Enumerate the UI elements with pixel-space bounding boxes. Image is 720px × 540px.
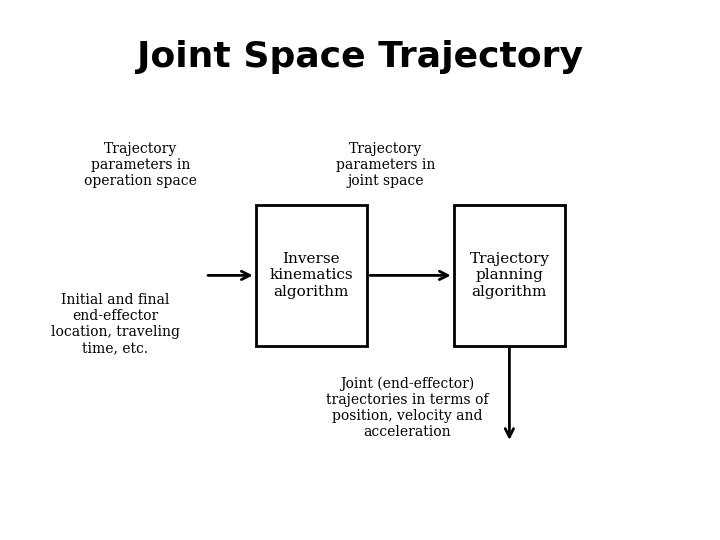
Text: Trajectory
parameters in
operation space: Trajectory parameters in operation space: [84, 141, 197, 188]
FancyBboxPatch shape: [256, 205, 367, 346]
Text: Inverse
kinematics
algorithm: Inverse kinematics algorithm: [269, 252, 354, 299]
Text: Joint (end-effector)
trajectories in terms of
position, velocity and
acceleratio: Joint (end-effector) trajectories in ter…: [325, 376, 488, 439]
Text: Joint Space Trajectory: Joint Space Trajectory: [137, 40, 583, 73]
Text: Initial and final
end-effector
location, traveling
time, etc.: Initial and final end-effector location,…: [50, 293, 180, 355]
Text: Trajectory
planning
algorithm: Trajectory planning algorithm: [469, 252, 549, 299]
FancyBboxPatch shape: [454, 205, 565, 346]
Text: Trajectory
parameters in
joint space: Trajectory parameters in joint space: [336, 141, 435, 188]
